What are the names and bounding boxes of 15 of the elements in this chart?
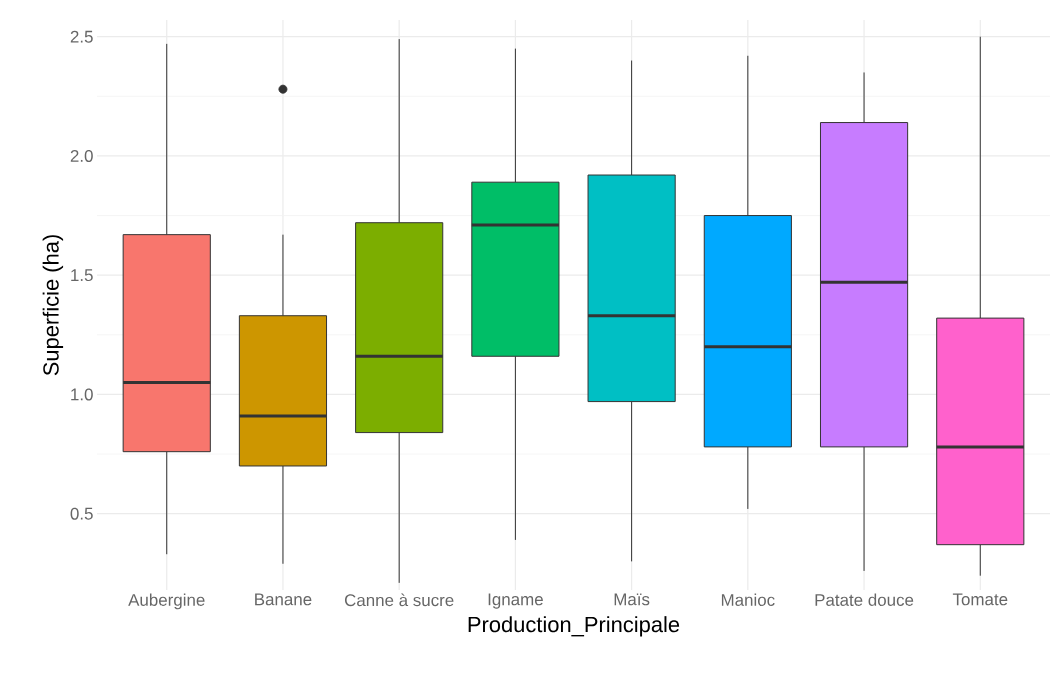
x-tick-label: Banane <box>255 593 312 606</box>
x-tick-label: Manioc <box>721 593 775 606</box>
x-tick-label: Patate douce <box>815 593 914 606</box>
y-tick-label: 2.0 <box>70 149 93 162</box>
y-tick-label: 2.5 <box>70 30 93 43</box>
y-tick-label: 0.5 <box>70 507 93 520</box>
x-tick-label: Canne à sucre <box>344 593 454 607</box>
x-tick-label: Igname <box>488 593 543 609</box>
x-axis-title: Production_Principale <box>468 616 680 637</box>
x-tick-label: Tomate <box>952 593 1008 606</box>
x-tick-label: Maïs <box>614 593 650 606</box>
y-tick-label: 1.5 <box>71 269 93 282</box>
y-axis-title: Superficie (ha) <box>42 235 64 376</box>
y-tick-label: 1.0 <box>71 388 93 401</box>
x-tick-label: Aubergine <box>128 593 205 610</box>
